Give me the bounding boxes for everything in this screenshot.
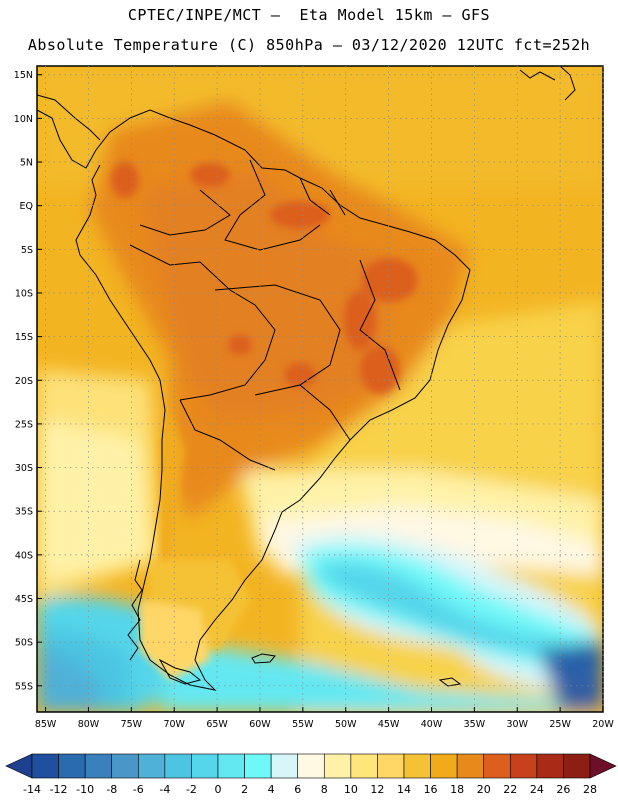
colorbar-label: 22 (503, 783, 517, 796)
colorbar-label: 26 (556, 783, 570, 796)
lat-label: 50S (15, 638, 33, 649)
lat-label: 5N (20, 158, 33, 169)
colorbar-label: -14 (23, 783, 41, 796)
lat-label: 45S (15, 594, 33, 605)
colorbar-label: 18 (450, 783, 464, 796)
colorbar-swatch (111, 753, 139, 779)
colorbar-swatch (430, 753, 458, 779)
colorbar-label: 10 (344, 783, 358, 796)
colorbar-label: -12 (50, 783, 68, 796)
map-frame (36, 65, 604, 713)
lon-label: 75W (121, 719, 143, 730)
lon-label: 30W (507, 719, 529, 730)
lon-label: 60W (249, 719, 271, 730)
lat-label: 5S (21, 245, 33, 256)
colorbar-swatch (563, 753, 591, 779)
colorbar-swatch (509, 753, 538, 779)
colorbar-swatch (191, 753, 219, 779)
colorbar-label: 28 (583, 783, 597, 796)
lon-label: 20W (592, 719, 614, 730)
colorbar-swatch (164, 753, 192, 779)
colorbar (5, 753, 617, 779)
lon-label: 25W (549, 719, 571, 730)
colorbar-swatch (536, 753, 564, 779)
colorbar-min-arrow (5, 753, 33, 779)
colorbar-swatch (350, 753, 378, 779)
lon-label: 70W (163, 719, 185, 730)
colorbar-max-arrow (589, 753, 617, 779)
lat-label: 40S (15, 550, 33, 561)
colorbar-swatch (377, 753, 405, 779)
lat-label: 10N (14, 114, 33, 125)
colorbar-label: 12 (370, 783, 384, 796)
colorbar-swatch (217, 753, 245, 779)
latitude-labels: 15N 10N 5N EQ 5S 10S 15S 20S 25S 30S 35S 40S 45S 50S 5… (14, 70, 33, 692)
lon-label: 80W (78, 719, 100, 730)
lon-label: 45W (378, 719, 400, 730)
colorbar-swatch (84, 753, 113, 779)
lat-label: 25S (15, 419, 33, 430)
lon-label: 65W (206, 719, 228, 730)
lat-label: 10S (15, 288, 33, 299)
colorbar-label: 8 (321, 783, 328, 796)
colorbar-label: 14 (397, 783, 411, 796)
colorbar-swatch (137, 753, 166, 779)
coastlines (37, 66, 576, 691)
colorbar-swatch (456, 753, 485, 779)
colorbar-label: 0 (215, 783, 222, 796)
colorbar-swatch (403, 753, 431, 779)
colorbar-swatch (244, 753, 272, 779)
temperature-field (37, 66, 603, 712)
colorbar-label: 20 (477, 783, 491, 796)
longitude-labels: 85W 80W 75W 70W 65W 60W 55W 50W 45W 40W 35W 30W 25W 2… (35, 719, 615, 730)
colorbar-label: 2 (241, 783, 248, 796)
lon-label: 55W (292, 719, 314, 730)
graticule (37, 66, 604, 712)
colorbar-swatch (58, 753, 86, 779)
map-title-variable: Absolute Temperature (C) 850hPa – 03/12/… (27, 36, 591, 54)
colorbar-labels: -14 -12 -10 -8 -6 -4 -2 0 2 4 6 8 10 12 14 16 18 20 22 24 26… (23, 783, 597, 796)
colorbar-swatch (270, 753, 299, 779)
colorbar-label: -10 (76, 783, 94, 796)
colorbar-swatch (483, 753, 511, 779)
lat-label: 35S (15, 507, 33, 518)
lat-label: EQ (20, 201, 33, 212)
lat-label: 20S (15, 376, 33, 387)
colorbar-swatch (323, 753, 352, 779)
colorbar-label: -6 (133, 783, 144, 796)
lat-label: 55S (15, 681, 33, 692)
lat-label: 15S (15, 332, 33, 343)
lat-label: 30S (15, 463, 33, 474)
map-title-source: CPTEC/INPE/MCT – Eta Model 15km – GFS (127, 6, 491, 24)
lon-label: 35W (464, 719, 486, 730)
lon-label: 40W (421, 719, 443, 730)
lon-label: 50W (335, 719, 357, 730)
colorbar-swatch (31, 753, 59, 779)
colorbar-label: -2 (186, 783, 197, 796)
colorbar-label: 24 (530, 783, 544, 796)
lat-label: 15N (14, 70, 33, 81)
colorbar-swatch (297, 753, 325, 779)
colorbar-label: -4 (159, 783, 170, 796)
lon-label: 85W (35, 719, 57, 730)
colorbar-label: 16 (424, 783, 438, 796)
colorbar-label: 6 (294, 783, 301, 796)
colorbar-label: 4 (268, 783, 275, 796)
colorbar-label: -8 (106, 783, 117, 796)
